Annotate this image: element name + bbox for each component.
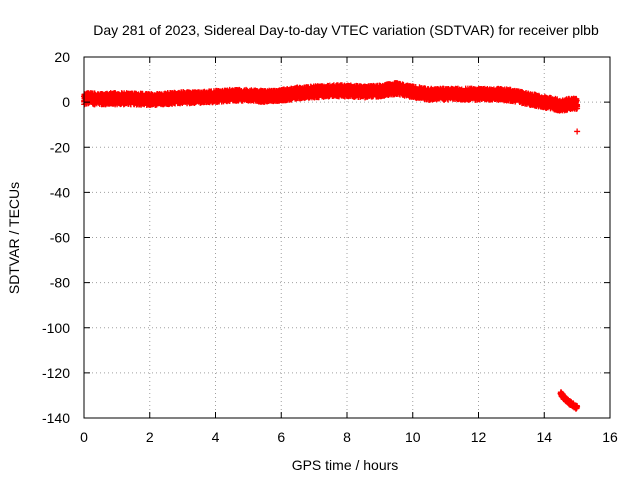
data-points xyxy=(81,80,581,412)
grid-lines xyxy=(84,57,610,418)
chart-title: Day 281 of 2023, Sidereal Day-to-day VTE… xyxy=(93,22,599,38)
